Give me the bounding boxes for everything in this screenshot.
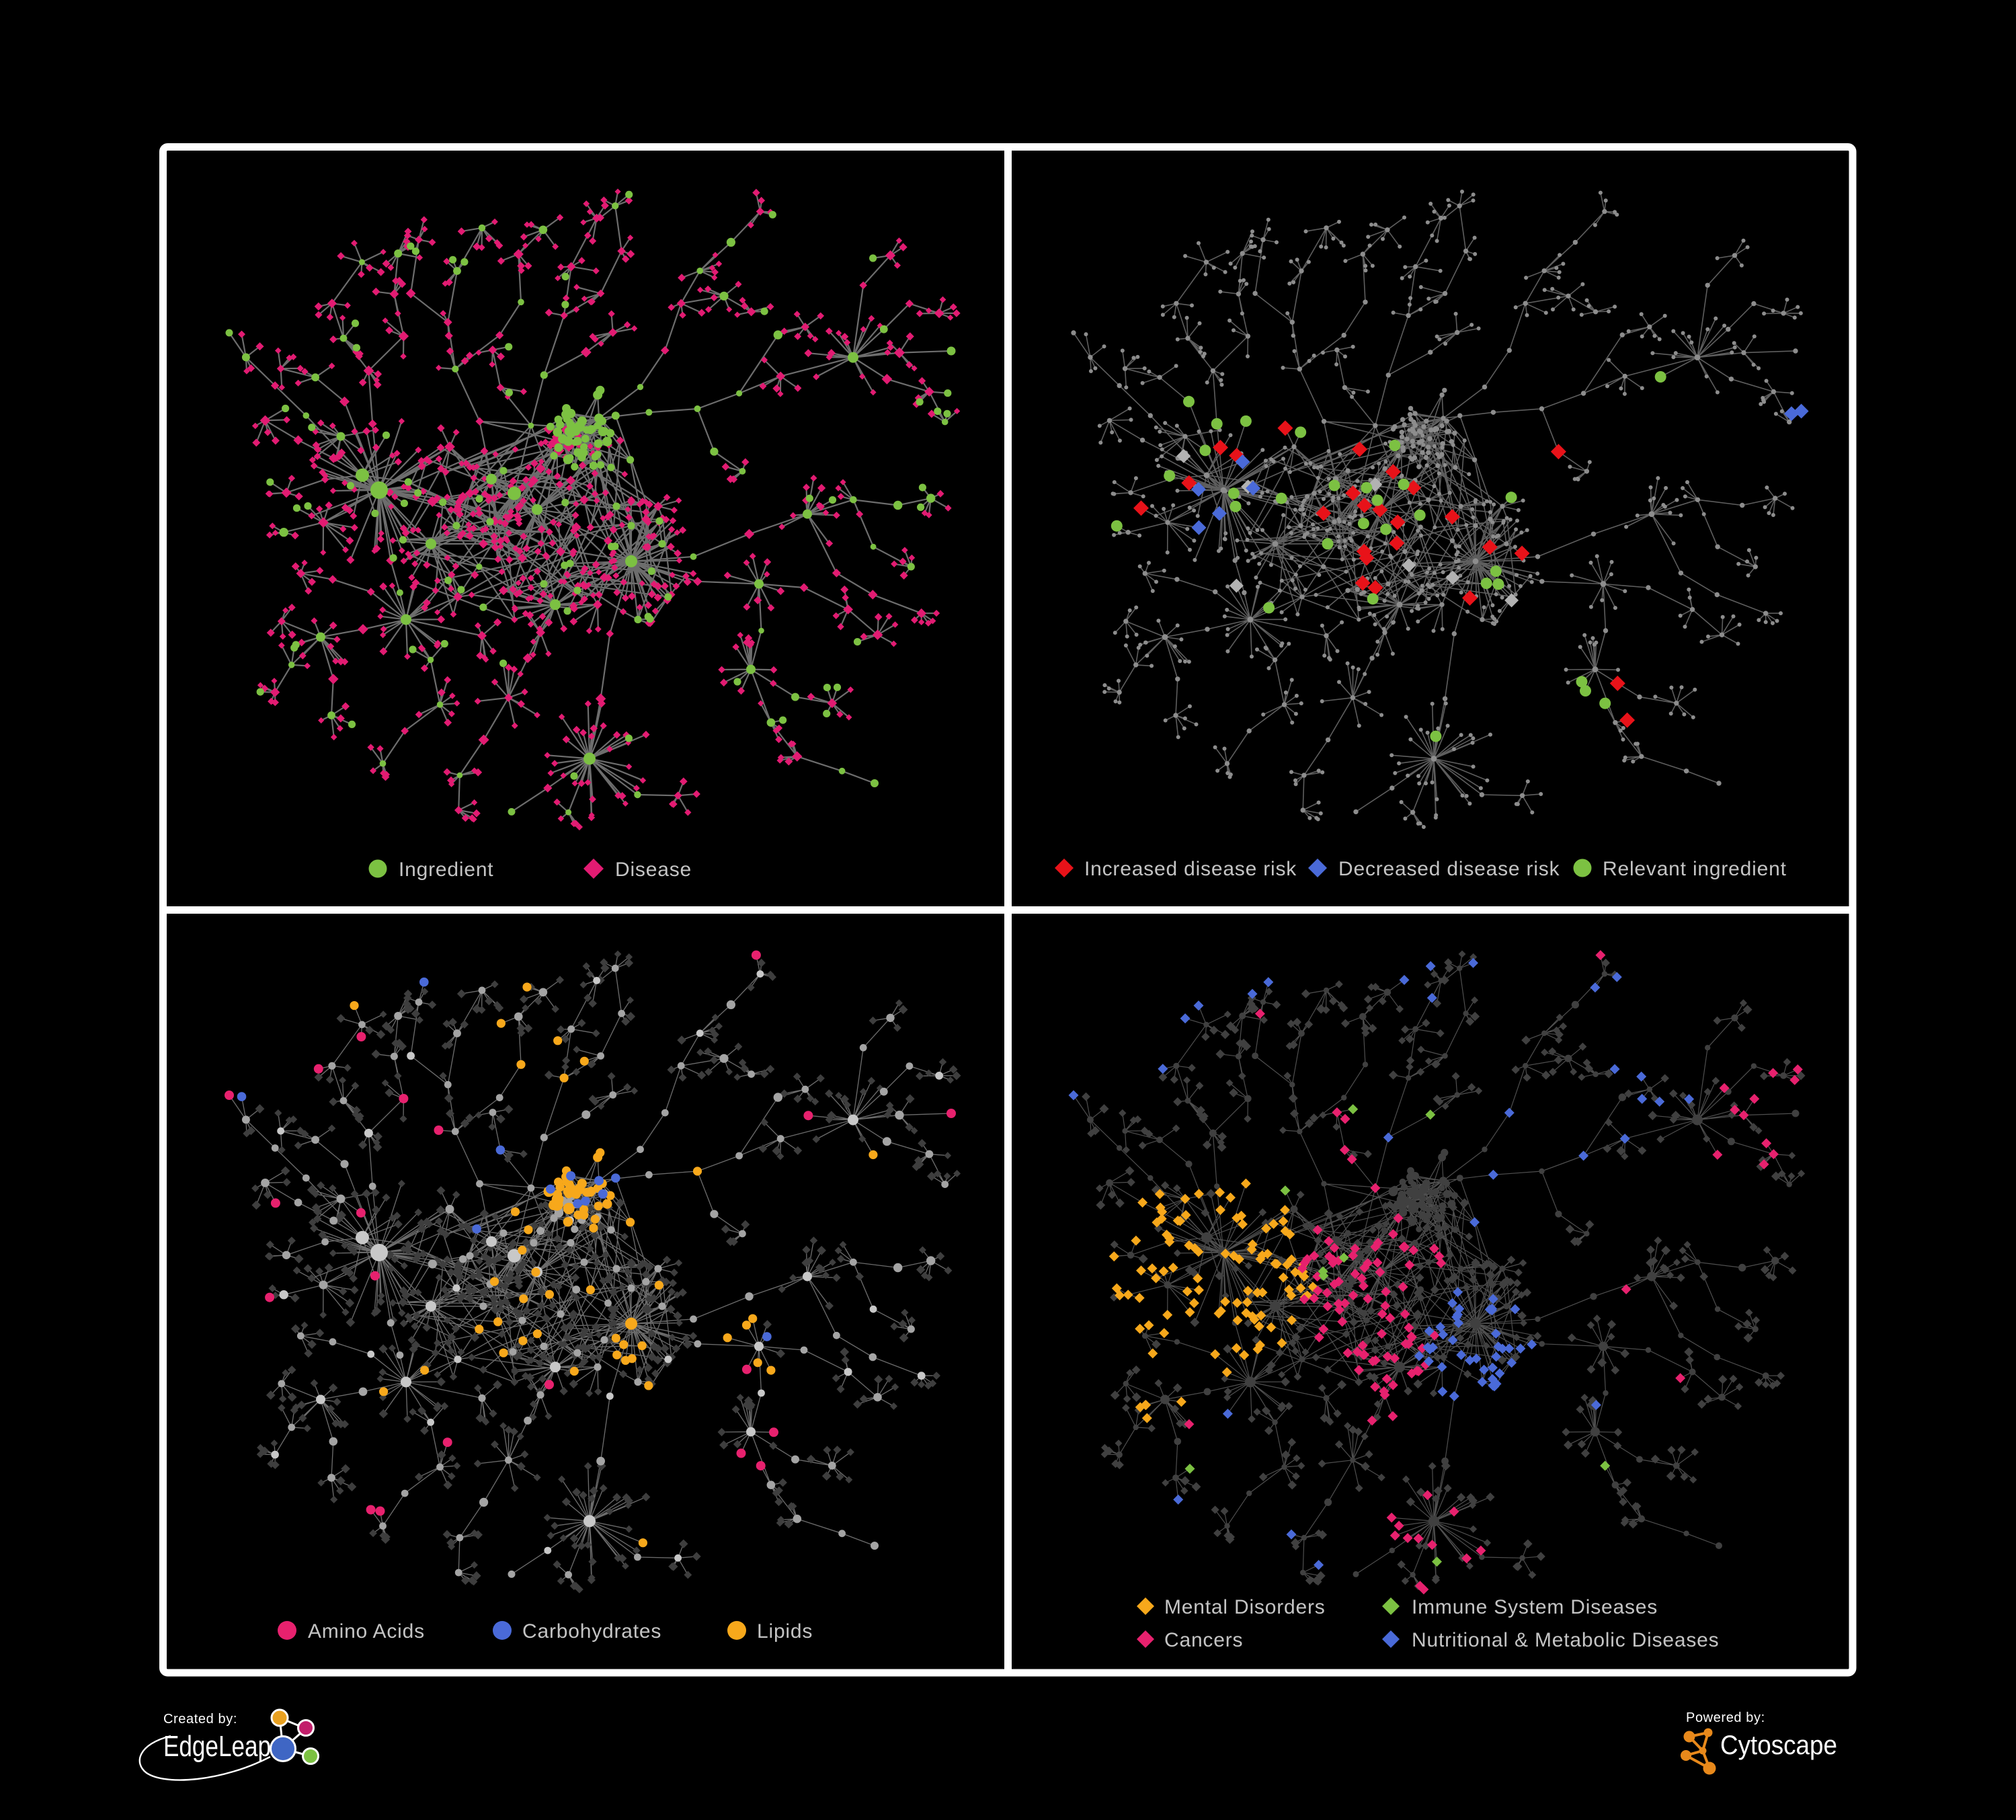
svg-text:Nutritional & Metabolic Diseas: Nutritional & Metabolic Diseases — [1412, 1629, 1719, 1651]
svg-text:EdgeLeap: EdgeLeap — [163, 1730, 271, 1763]
svg-text:Powered by:: Powered by: — [1686, 1710, 1765, 1725]
svg-text:Decreased disease risk: Decreased disease risk — [1338, 858, 1560, 880]
svg-text:Immune System Diseases: Immune System Diseases — [1412, 1596, 1658, 1618]
svg-text:Cancers: Cancers — [1164, 1629, 1243, 1651]
svg-text:Lipids: Lipids — [757, 1620, 813, 1643]
svg-text:Amino Acids: Amino Acids — [308, 1620, 425, 1643]
svg-text:Ingredient: Ingredient — [399, 859, 493, 881]
svg-text:Cytoscape: Cytoscape — [1720, 1731, 1837, 1760]
svg-text:Mental Disorders: Mental Disorders — [1164, 1596, 1326, 1618]
svg-text:Relevant ingredient: Relevant ingredient — [1603, 858, 1787, 880]
svg-text:Carbohydrates: Carbohydrates — [522, 1620, 661, 1643]
svg-text:Increased disease risk: Increased disease risk — [1084, 858, 1297, 880]
svg-text:Disease: Disease — [615, 859, 692, 881]
svg-text:Created by:: Created by: — [163, 1712, 237, 1727]
